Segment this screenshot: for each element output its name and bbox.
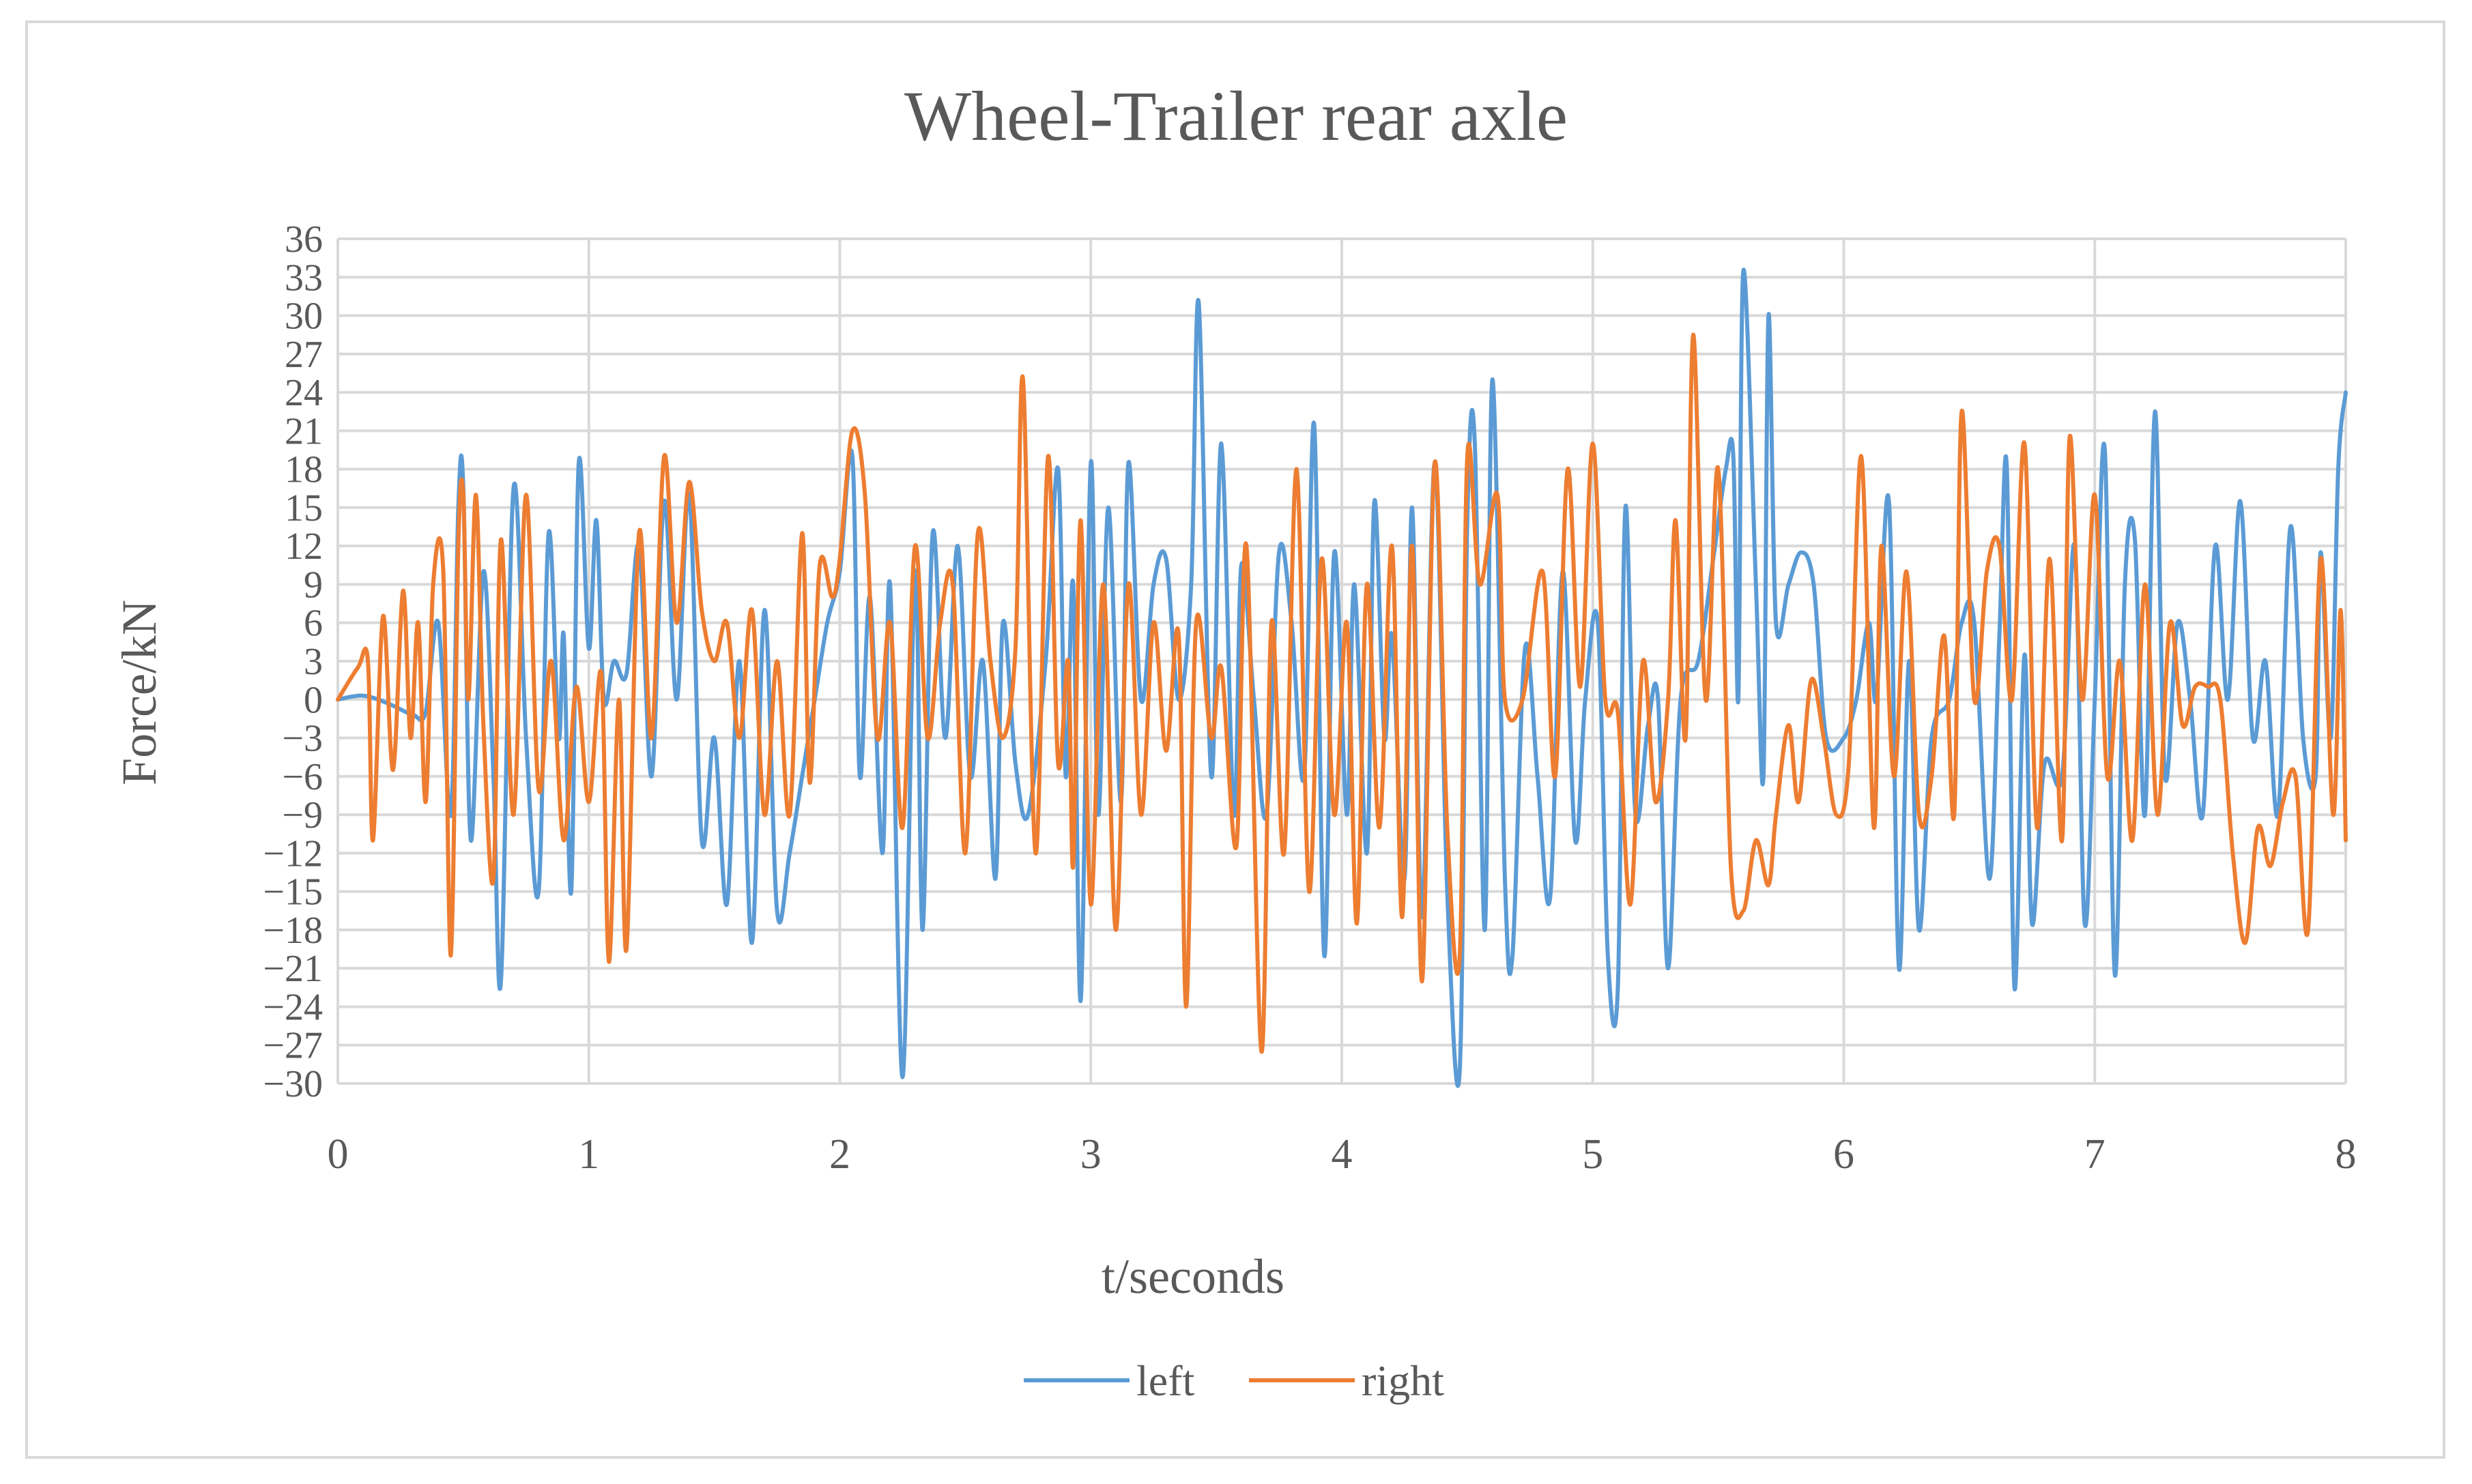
series-layer [336, 267, 2348, 1088]
y-tick-label: 12 [285, 525, 323, 568]
y-tick-label: 21 [285, 410, 323, 452]
y-axis-ticks: 3633302724211815129630−3−6−9−12−15−18−21… [263, 218, 323, 1105]
y-tick-label: −12 [263, 832, 323, 875]
y-tick-label: 6 [304, 602, 323, 645]
y-tick-label: −21 [263, 948, 323, 990]
x-tick-label: 4 [1332, 1131, 1353, 1178]
y-tick-label: 18 [285, 449, 323, 491]
y-tick-label: −3 [282, 718, 323, 760]
x-tick-label: 5 [1582, 1131, 1603, 1178]
y-tick-label: 3 [304, 641, 323, 683]
y-tick-label: −18 [263, 910, 323, 952]
y-tick-label: 33 [285, 257, 323, 299]
y-tick-label: −9 [282, 794, 323, 836]
y-tick-label: 9 [304, 564, 323, 606]
x-axis-label: t/seconds [1102, 1249, 1284, 1304]
y-tick-label: −6 [282, 756, 323, 798]
x-axis-ticks: 0 1 2 3 4 5 6 7 8 [328, 1131, 2357, 1178]
legend-label-right: right [1362, 1356, 1444, 1405]
y-tick-label: 30 [285, 295, 323, 338]
y-tick-label: 0 [304, 679, 323, 721]
chart-title: Wheel-Trailer rear axle [904, 77, 1568, 156]
y-tick-label: −15 [263, 871, 323, 914]
series-line-left [336, 267, 2348, 1088]
y-tick-label: 27 [285, 334, 323, 376]
y-tick-label: 15 [285, 487, 323, 529]
y-tick-label: −27 [263, 1025, 323, 1067]
legend-label-left: left [1136, 1356, 1195, 1405]
y-axis-label: Force/kN [112, 600, 167, 785]
y-tick-label: 36 [285, 218, 323, 261]
y-tick-label: −30 [263, 1063, 323, 1105]
series-line-right [336, 332, 2348, 1054]
x-tick-label: 6 [1833, 1131, 1854, 1178]
x-tick-label: 7 [2084, 1131, 2105, 1178]
x-tick-label: 3 [1080, 1131, 1102, 1178]
y-tick-label: 24 [285, 372, 323, 414]
legend: left right [1024, 1356, 1444, 1405]
x-tick-label: 2 [829, 1131, 850, 1178]
y-tick-label: −24 [263, 986, 323, 1028]
x-tick-label: 8 [2336, 1131, 2357, 1178]
x-tick-label: 1 [578, 1131, 599, 1178]
x-tick-label: 0 [328, 1131, 349, 1178]
